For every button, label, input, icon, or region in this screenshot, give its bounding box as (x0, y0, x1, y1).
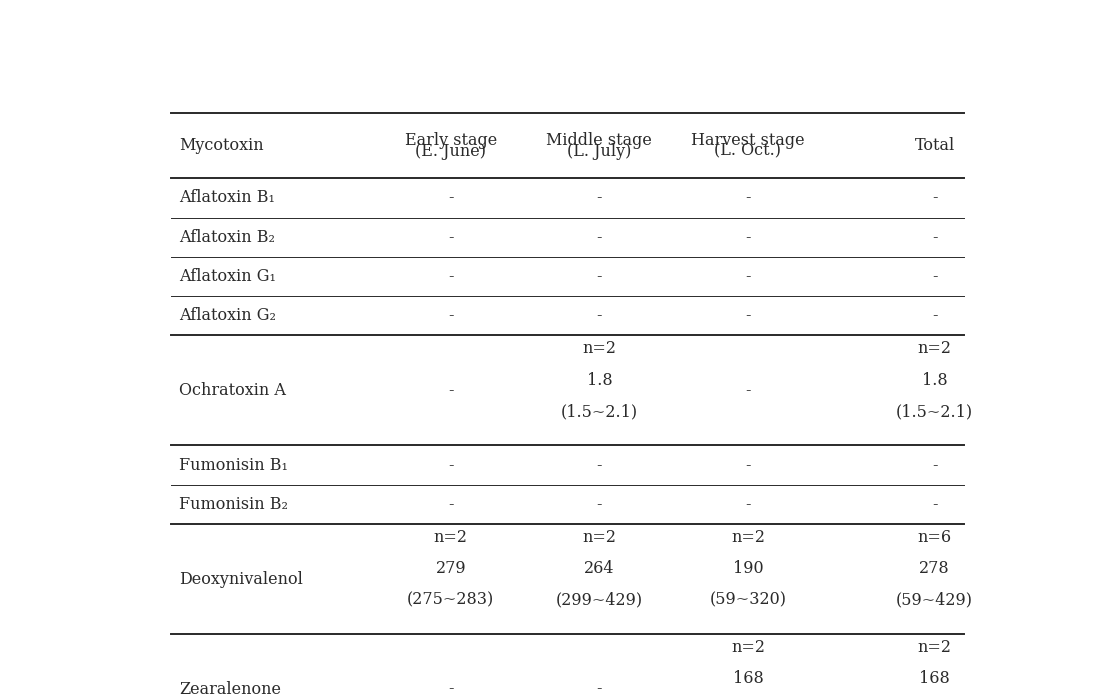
Text: -: - (448, 496, 453, 513)
Text: -: - (597, 268, 602, 285)
Text: -: - (745, 496, 751, 513)
Text: Aflatoxin G₂: Aflatoxin G₂ (180, 308, 276, 324)
Text: -: - (745, 189, 751, 206)
Text: (L. Oct.): (L. Oct.) (714, 143, 782, 160)
Text: (1.5~2.1): (1.5~2.1) (561, 403, 638, 420)
Text: -: - (597, 308, 602, 324)
Text: 168: 168 (919, 670, 950, 687)
Text: -: - (448, 268, 453, 285)
Text: -: - (597, 229, 602, 246)
Text: Fumonisin B₂: Fumonisin B₂ (180, 496, 288, 513)
Text: -: - (745, 456, 751, 474)
Text: n=2: n=2 (918, 639, 952, 656)
Text: (E. June): (E. June) (415, 143, 486, 160)
Text: n=2: n=2 (583, 340, 616, 357)
Text: -: - (932, 189, 937, 206)
Text: (299~429): (299~429) (556, 591, 643, 609)
Text: -: - (745, 229, 751, 246)
Text: 190: 190 (733, 560, 763, 577)
Text: (59~320): (59~320) (710, 591, 786, 609)
Text: -: - (932, 268, 937, 285)
Text: -: - (448, 229, 453, 246)
Text: 278: 278 (920, 560, 949, 577)
Text: -: - (932, 308, 937, 324)
Text: n=6: n=6 (918, 528, 952, 546)
Text: (1.5~2.1): (1.5~2.1) (896, 403, 973, 420)
Text: Harvest stage: Harvest stage (691, 132, 805, 149)
Text: 1.8: 1.8 (587, 372, 612, 389)
Text: -: - (932, 229, 937, 246)
Text: 279: 279 (436, 560, 466, 577)
Text: -: - (932, 496, 937, 513)
Text: 168: 168 (733, 670, 763, 687)
Text: -: - (745, 268, 751, 285)
Text: -: - (597, 189, 602, 206)
Text: -: - (448, 456, 453, 474)
Text: -: - (745, 308, 751, 324)
Text: 264: 264 (584, 560, 614, 577)
Text: n=2: n=2 (434, 528, 468, 546)
Text: Ochratoxin A: Ochratoxin A (180, 382, 286, 399)
Text: 1.8: 1.8 (922, 372, 947, 389)
Text: -: - (448, 681, 453, 698)
Text: -: - (448, 308, 453, 324)
Text: n=2: n=2 (730, 639, 765, 656)
Text: Mycotoxin: Mycotoxin (180, 138, 264, 154)
Text: Fumonisin B₁: Fumonisin B₁ (180, 456, 288, 474)
Text: Aflatoxin B₁: Aflatoxin B₁ (180, 189, 275, 206)
Text: Deoxynivalenol: Deoxynivalenol (180, 570, 303, 588)
Text: -: - (597, 456, 602, 474)
Text: Middle stage: Middle stage (546, 132, 653, 149)
Text: -: - (745, 382, 751, 399)
Text: -: - (597, 496, 602, 513)
Text: -: - (597, 681, 602, 698)
Text: n=2: n=2 (918, 340, 952, 357)
Text: -: - (448, 189, 453, 206)
Text: -: - (448, 382, 453, 399)
Text: (59~429): (59~429) (896, 591, 973, 609)
Text: Aflatoxin G₁: Aflatoxin G₁ (180, 268, 276, 285)
Text: Aflatoxin B₂: Aflatoxin B₂ (180, 229, 275, 246)
Text: -: - (932, 456, 937, 474)
Text: n=2: n=2 (583, 528, 616, 546)
Text: Zearalenone: Zearalenone (180, 681, 281, 698)
Text: (275~283): (275~283) (407, 591, 495, 609)
Text: Early stage: Early stage (405, 132, 497, 149)
Text: Total: Total (914, 138, 955, 154)
Text: n=2: n=2 (730, 528, 765, 546)
Text: (L. July): (L. July) (567, 143, 632, 160)
